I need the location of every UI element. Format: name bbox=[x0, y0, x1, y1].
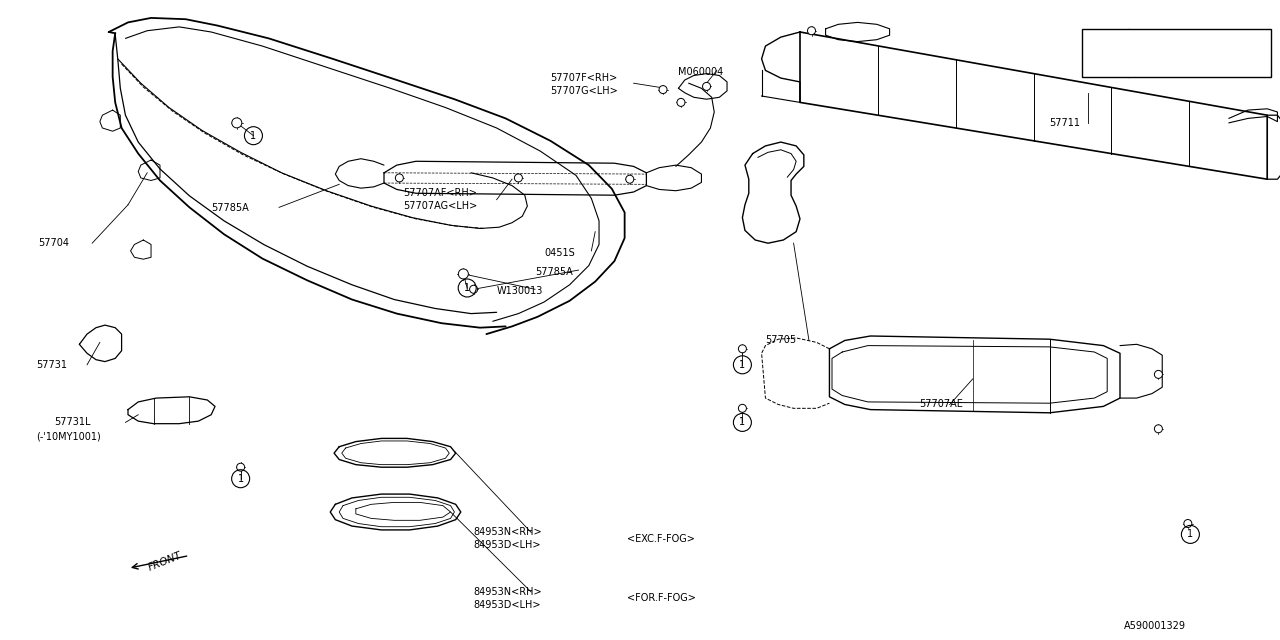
Text: <FOR.F-FOG>: <FOR.F-FOG> bbox=[627, 593, 696, 604]
Text: 0451S: 0451S bbox=[544, 248, 575, 258]
Text: 57707AG<LH>: 57707AG<LH> bbox=[403, 201, 477, 211]
Text: 1: 1 bbox=[1188, 529, 1193, 540]
Circle shape bbox=[237, 463, 244, 471]
Text: 1: 1 bbox=[465, 283, 470, 293]
Text: <EXC.F-FOG>: <EXC.F-FOG> bbox=[627, 534, 695, 544]
Circle shape bbox=[396, 174, 403, 182]
Text: 57731: 57731 bbox=[36, 360, 67, 370]
Text: 84953N<RH>: 84953N<RH> bbox=[474, 587, 543, 597]
Text: 57707G<LH>: 57707G<LH> bbox=[550, 86, 618, 96]
Text: 84953D<LH>: 84953D<LH> bbox=[474, 540, 541, 550]
Text: 57705: 57705 bbox=[765, 335, 796, 346]
Text: 1: 1 bbox=[251, 131, 256, 141]
Circle shape bbox=[703, 83, 710, 90]
Text: 57711: 57711 bbox=[1050, 118, 1080, 128]
Text: 1: 1 bbox=[740, 417, 745, 428]
Text: 57707F<RH>: 57707F<RH> bbox=[550, 73, 618, 83]
Text: A590001329: A590001329 bbox=[1124, 621, 1185, 631]
Circle shape bbox=[808, 27, 815, 35]
Bar bbox=[1082, 29, 1271, 77]
Text: 57707AE: 57707AE bbox=[919, 399, 963, 410]
Text: 57785A: 57785A bbox=[211, 203, 248, 213]
Text: 57785A: 57785A bbox=[535, 267, 572, 277]
Circle shape bbox=[739, 404, 746, 412]
Circle shape bbox=[232, 118, 242, 128]
Circle shape bbox=[739, 345, 746, 353]
Text: W140007: W140007 bbox=[1139, 47, 1203, 60]
Circle shape bbox=[677, 99, 685, 106]
Text: 1: 1 bbox=[238, 474, 243, 484]
Text: 1: 1 bbox=[740, 360, 745, 370]
Text: 1: 1 bbox=[1101, 48, 1108, 58]
Circle shape bbox=[659, 86, 667, 93]
Text: 84953D<LH>: 84953D<LH> bbox=[474, 600, 541, 610]
Text: FRONT: FRONT bbox=[147, 550, 184, 573]
Circle shape bbox=[1155, 425, 1162, 433]
Text: 57707AF<RH>: 57707AF<RH> bbox=[403, 188, 477, 198]
Circle shape bbox=[1155, 371, 1162, 378]
Text: (-'10MY1001): (-'10MY1001) bbox=[36, 431, 101, 442]
Circle shape bbox=[458, 269, 468, 279]
Text: 84953N<RH>: 84953N<RH> bbox=[474, 527, 543, 538]
Circle shape bbox=[515, 174, 522, 182]
Circle shape bbox=[626, 175, 634, 183]
Text: M060004: M060004 bbox=[678, 67, 723, 77]
Text: W130013: W130013 bbox=[497, 286, 543, 296]
Circle shape bbox=[1184, 520, 1192, 527]
Circle shape bbox=[470, 285, 477, 293]
Text: 57704: 57704 bbox=[38, 238, 69, 248]
Text: 57731L: 57731L bbox=[54, 417, 91, 428]
